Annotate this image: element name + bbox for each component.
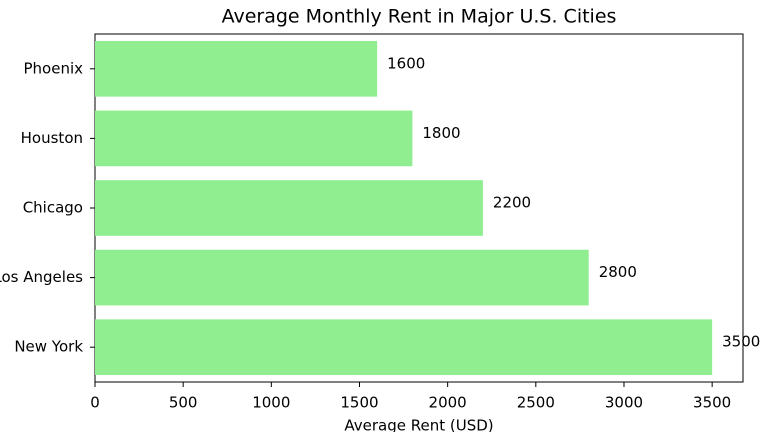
bar (95, 319, 713, 376)
bar (95, 40, 378, 97)
x-tick-label: 0 (90, 394, 100, 412)
y-tick-label: Phoenix (23, 59, 83, 77)
x-tick-label: 3500 (693, 394, 731, 412)
data-label: 3500 (722, 333, 760, 351)
bar (95, 180, 483, 236)
x-tick-label: 2500 (517, 394, 555, 412)
y-tick-label: Los Angeles (0, 268, 83, 286)
bar (95, 249, 589, 306)
x-tick-label: 1000 (252, 394, 290, 412)
chart-title: Average Monthly Rent in Major U.S. Citie… (222, 6, 617, 28)
x-tick-label: 3000 (605, 394, 643, 412)
y-tick-label: New York (14, 338, 83, 356)
x-tick-label: 500 (169, 394, 198, 412)
x-tick-label: 2000 (429, 394, 467, 412)
y-tick-label: Chicago (23, 199, 83, 217)
y-tick-label: Houston (21, 129, 83, 147)
x-tick-label: 1500 (340, 394, 378, 412)
data-label: 2800 (599, 263, 637, 281)
data-label: 2200 (493, 194, 531, 212)
bar (95, 110, 413, 167)
data-label: 1600 (387, 54, 425, 72)
x-axis-label: Average Rent (USD) (344, 417, 493, 432)
data-label: 1800 (422, 124, 460, 142)
